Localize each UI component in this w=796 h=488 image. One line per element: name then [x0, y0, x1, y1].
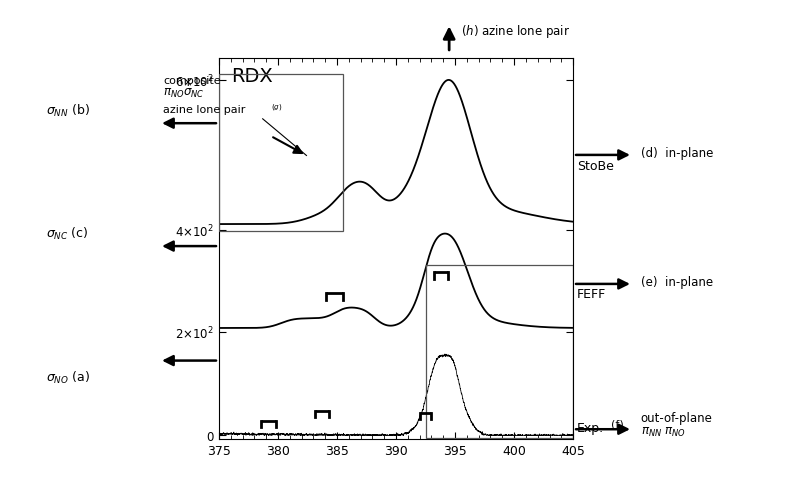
- Text: (d)  in-plane: (d) in-plane: [641, 147, 713, 160]
- Text: (e)  in-plane: (e) in-plane: [641, 275, 713, 288]
- Bar: [219, 75, 343, 231]
- Text: $\sigma_{NN}$ (b): $\sigma_{NN}$ (b): [45, 103, 90, 119]
- Text: out-of-plane: out-of-plane: [641, 411, 712, 424]
- Text: RDX: RDX: [232, 66, 273, 85]
- Text: StoBe: StoBe: [576, 160, 614, 173]
- Text: $\sigma_{NC}$ (c): $\sigma_{NC}$ (c): [46, 225, 89, 242]
- Text: FEFF: FEFF: [576, 287, 606, 300]
- Text: azine lone pair: azine lone pair: [163, 105, 245, 115]
- Text: composite: composite: [163, 76, 220, 85]
- Text: $\pi_{NN}\ \pi_{NO}$: $\pi_{NN}\ \pi_{NO}$: [641, 425, 685, 438]
- Text: $\pi_{NO}$$\sigma_{NC}$: $\pi_{NO}$$\sigma_{NC}$: [163, 87, 205, 100]
- Text: (f): (f): [611, 419, 623, 428]
- Text: $\sigma_{NO}$ (a): $\sigma_{NO}$ (a): [45, 369, 90, 385]
- Text: $^{(g)}$: $^{(g)}$: [271, 105, 283, 115]
- Bar: [426, 266, 573, 438]
- Text: Exp.: Exp.: [576, 421, 604, 434]
- Text: $(h)$ azine lone pair: $(h)$ azine lone pair: [461, 23, 570, 40]
